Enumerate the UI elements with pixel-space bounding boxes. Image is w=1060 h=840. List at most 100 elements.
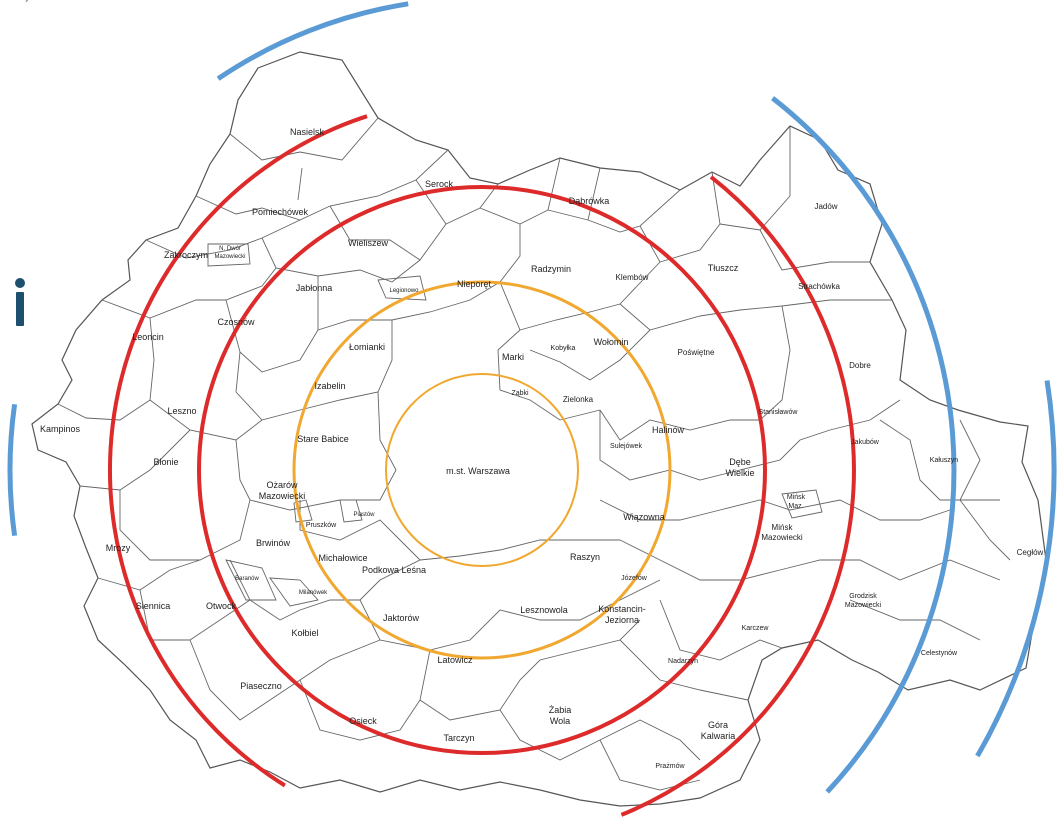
municipality-label: Osieck — [349, 716, 377, 726]
municipality-label: Mińsk Maz. — [787, 494, 806, 510]
municipality-label: Jabłonna — [296, 283, 333, 293]
municipality-label: Leszno — [167, 406, 196, 416]
municipality-border — [207, 243, 251, 267]
municipality-label: Poświętne — [678, 348, 715, 357]
municipality-label: Ząbki — [511, 390, 529, 397]
municipality-label: Cegłów — [1017, 548, 1044, 557]
municipality-label: Lesznowola — [520, 605, 568, 615]
municipality-border — [719, 126, 870, 271]
ring-middle-1 — [197, 185, 767, 755]
ring-outer-1-top — [216, 1, 409, 81]
municipality-label: Kołbiel — [291, 628, 318, 638]
municipality-label: Raszyn — [570, 552, 600, 562]
municipality-border — [225, 559, 277, 601]
municipality-label: Legionowo — [389, 288, 419, 294]
municipality-label: Brwinów — [256, 538, 291, 548]
ring-middle-2-right — [620, 175, 856, 817]
municipality-label: Dębe Wielkie — [725, 457, 754, 478]
municipality-border — [229, 117, 379, 161]
municipality-label: Karczew — [742, 625, 770, 632]
municipality-label: Konstancin-Jeziorna — [598, 604, 646, 625]
municipality-border — [145, 219, 301, 259]
municipality-border — [879, 419, 1000, 501]
municipality-label: Izabelin — [314, 381, 345, 391]
info-icon[interactable] — [10, 276, 30, 328]
municipality-label: Piaseczno — [240, 681, 282, 691]
municipality-label: Wieliszew — [348, 238, 389, 248]
municipality-border — [619, 639, 749, 701]
municipality-label: Łomianki — [349, 342, 385, 352]
municipality-label: Nasielsk — [290, 127, 325, 137]
municipality-border — [339, 499, 363, 523]
municipality-border — [79, 429, 191, 491]
municipality-label: Wiązowna — [623, 512, 665, 522]
municipality-label: Pomiechówek — [252, 207, 309, 217]
municipality-border — [599, 305, 791, 441]
municipality-label: Kałuszyn — [930, 457, 959, 464]
municipality-label: m.st. Warszawa — [446, 466, 510, 476]
municipality-label: Serock — [425, 179, 454, 189]
municipality-label: Pruszków — [306, 522, 337, 529]
municipality-label: Zakroczym — [164, 250, 208, 260]
municipality-border — [619, 539, 1001, 581]
municipality-border — [97, 559, 201, 591]
municipality-label: Mińsk Mazowiecki — [761, 523, 803, 542]
municipality-label: Nadarzyn — [668, 658, 698, 665]
municipality-label: N. Dwór Mazowiecki — [214, 246, 245, 260]
municipality-label: Dobre — [849, 361, 871, 370]
municipality-border — [225, 276, 319, 373]
municipality-border — [229, 539, 620, 621]
municipality-label: Tłuszcz — [708, 263, 739, 273]
municipality-label: Podkowa Leśna — [362, 565, 426, 575]
ring-inner-1 — [385, 373, 579, 567]
municipality-border — [57, 317, 155, 421]
municipality-border — [299, 500, 421, 561]
municipality-border — [419, 619, 641, 721]
municipality-border — [299, 679, 421, 741]
ring-middle-2-left — [108, 114, 368, 788]
municipality-label: Radzymin — [531, 264, 571, 274]
municipality-label: Grodzisk Mazowiecki — [845, 593, 882, 609]
municipality-border — [149, 399, 263, 441]
municipality-border — [497, 329, 651, 421]
municipality-label: Prażmów — [655, 763, 685, 770]
municipality-border — [781, 489, 823, 519]
municipality-border — [293, 499, 313, 523]
municipality-label: Stanisławów — [759, 409, 799, 416]
municipality-border — [119, 490, 251, 561]
municipality-label: Góra Kalwaria — [701, 720, 736, 741]
municipality-label: Siennica — [136, 601, 171, 611]
municipality-label: Jadów — [814, 202, 837, 211]
municipality-label: Ożarów Mazowiecki — [259, 480, 306, 501]
municipality-label: Dąbrówka — [569, 196, 610, 206]
municipality-label: Sobienie Jeziory — [0, 0, 29, 2]
municipality-label: Halinów — [652, 425, 685, 435]
ring-inner-2 — [292, 280, 672, 660]
municipality-label: Latowicz — [437, 655, 473, 665]
municipality-border — [189, 639, 381, 721]
municipality-label: Nieporęt — [457, 279, 492, 289]
municipality-label: Piastów — [353, 512, 375, 518]
municipality-border — [849, 599, 981, 641]
municipality-label: Klembów — [616, 273, 649, 282]
municipality-label: Jaktorów — [383, 613, 420, 623]
municipality-label: Mrozy — [106, 543, 131, 553]
ring-outer-2-right — [975, 380, 1057, 758]
municipality-border — [559, 399, 901, 481]
municipality-border — [317, 224, 521, 331]
municipality-label: Tarczyn — [443, 733, 474, 743]
municipality-label: Wołomin — [594, 337, 629, 347]
municipality-label: Otwock — [206, 601, 237, 611]
municipality-border — [599, 499, 951, 521]
municipality-label: Kobyłka — [551, 345, 576, 352]
municipality-border — [659, 599, 783, 661]
municipality-border — [359, 579, 661, 651]
municipality-label: Zielonka — [563, 395, 594, 404]
municipality-border — [499, 261, 661, 331]
municipality-label: Kampinos — [40, 424, 81, 434]
municipality-border — [235, 320, 393, 421]
municipality-label: Marki — [502, 352, 524, 362]
municipality-label: Sulejówek — [610, 443, 642, 450]
municipality-label: Józefów — [621, 575, 648, 582]
